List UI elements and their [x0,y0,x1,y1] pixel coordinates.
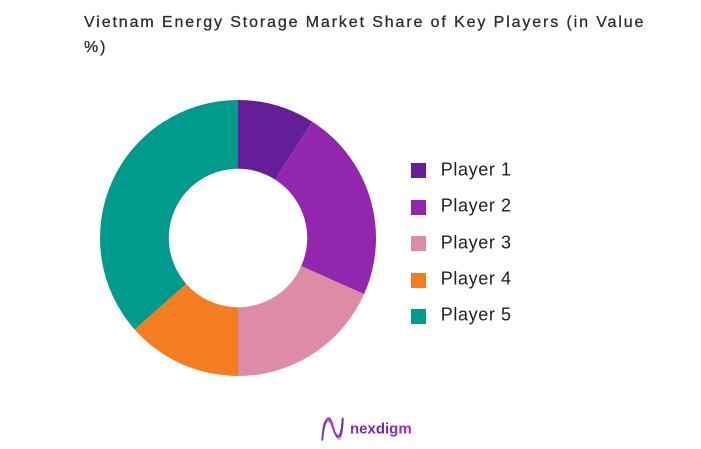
svg-text:nexdigm: nexdigm [350,421,412,438]
